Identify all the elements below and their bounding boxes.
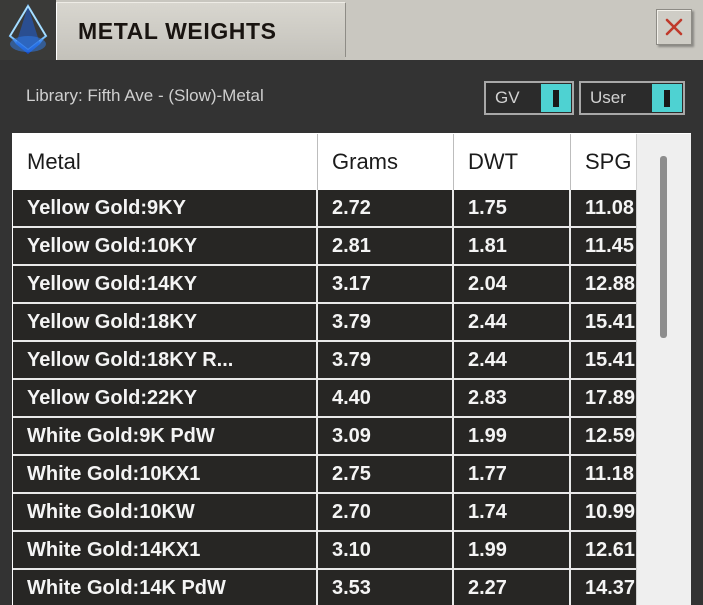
toggle-gv-knob-icon[interactable] <box>541 84 571 112</box>
cell-grams: 2.72 <box>318 190 454 226</box>
column-header-grams[interactable]: Grams <box>318 134 454 190</box>
table-row[interactable]: Yellow Gold:14KY 3.17 2.04 12.88 <box>13 266 691 304</box>
column-header-dwt[interactable]: DWT <box>454 134 571 190</box>
column-header-metal[interactable]: Metal <box>13 134 318 190</box>
cell-metal: Yellow Gold:18KY R... <box>13 342 318 378</box>
cell-dwt: 2.44 <box>454 304 571 340</box>
close-icon <box>663 16 685 38</box>
cell-grams: 3.10 <box>318 532 454 568</box>
cell-dwt: 2.27 <box>454 570 571 605</box>
table-body: Yellow Gold:9KY 2.72 1.75 11.08 Yellow Gold:… <box>13 190 691 605</box>
cell-metal: Yellow Gold:22KY <box>13 380 318 416</box>
toggle-gv-label: GV <box>495 88 520 107</box>
cell-dwt: 1.75 <box>454 190 571 226</box>
cell-metal: White Gold:14KX1 <box>13 532 318 568</box>
toggle-gv[interactable]: GV <box>484 81 574 115</box>
table-row[interactable]: White Gold:14K PdW 3.53 2.27 14.37 <box>13 570 691 605</box>
table-row[interactable]: Yellow Gold:18KY R... 3.79 2.44 15.41 <box>13 342 691 380</box>
toggle-user-label: User <box>590 88 626 107</box>
cell-grams: 4.40 <box>318 380 454 416</box>
table-row[interactable]: Yellow Gold:22KY 4.40 2.83 17.89 <box>13 380 691 418</box>
table-header-row: Metal Grams DWT SPG <box>13 134 691 190</box>
gem-jewelry-icon <box>0 0 56 60</box>
cell-grams: 2.81 <box>318 228 454 264</box>
tab-metal-weights[interactable]: METAL WEIGHTS <box>56 2 345 60</box>
title-bar: METAL WEIGHTS <box>0 0 703 60</box>
cell-dwt: 1.74 <box>454 494 571 530</box>
vertical-scrollbar[interactable] <box>636 134 691 605</box>
cell-metal: Yellow Gold:9KY <box>13 190 318 226</box>
cell-metal: White Gold:10KX1 <box>13 456 318 492</box>
cell-grams: 2.75 <box>318 456 454 492</box>
library-label: Library: Fifth Ave - (Slow)-Metal <box>26 86 264 105</box>
table-row[interactable]: White Gold:9K PdW 3.09 1.99 12.59 <box>13 418 691 456</box>
cell-dwt: 2.04 <box>454 266 571 302</box>
cell-metal: White Gold:14K PdW <box>13 570 318 605</box>
cell-grams: 2.70 <box>318 494 454 530</box>
metal-weights-table: Metal Grams DWT SPG Yellow Gold:9KY 2.72 1… <box>12 133 691 605</box>
toggle-user[interactable]: User <box>579 81 685 115</box>
cell-metal: White Gold:10KW <box>13 494 318 530</box>
cell-grams: 3.79 <box>318 342 454 378</box>
cell-grams: 3.79 <box>318 304 454 340</box>
cell-dwt: 2.44 <box>454 342 571 378</box>
table-row[interactable]: White Gold:10KW 2.70 1.74 10.99 <box>13 494 691 532</box>
table-row[interactable]: White Gold:10KX1 2.75 1.77 11.18 <box>13 456 691 494</box>
cell-grams: 3.53 <box>318 570 454 605</box>
cell-dwt: 1.77 <box>454 456 571 492</box>
close-button[interactable] <box>656 9 692 45</box>
toggle-user-knob-icon[interactable] <box>652 84 682 112</box>
table-row[interactable]: Yellow Gold:10KY 2.81 1.81 11.45 <box>13 228 691 266</box>
cell-metal: Yellow Gold:14KY <box>13 266 318 302</box>
cell-dwt: 1.99 <box>454 532 571 568</box>
table-row[interactable]: Yellow Gold:18KY 3.79 2.44 15.41 <box>13 304 691 342</box>
cell-metal: Yellow Gold:10KY <box>13 228 318 264</box>
table-row[interactable]: White Gold:14KX1 3.10 1.99 12.61 <box>13 532 691 570</box>
cell-grams: 3.09 <box>318 418 454 454</box>
vertical-scrollbar-thumb[interactable] <box>660 156 667 338</box>
cell-dwt: 1.99 <box>454 418 571 454</box>
cell-grams: 3.17 <box>318 266 454 302</box>
cell-dwt: 1.81 <box>454 228 571 264</box>
tab-divider <box>345 3 346 57</box>
cell-dwt: 2.83 <box>454 380 571 416</box>
cell-metal: Yellow Gold:18KY <box>13 304 318 340</box>
tab-title: METAL WEIGHTS <box>78 18 277 44</box>
cell-metal: White Gold:9K PdW <box>13 418 318 454</box>
table-row[interactable]: Yellow Gold:9KY 2.72 1.75 11.08 <box>13 190 691 228</box>
tab-strip-empty <box>346 0 703 60</box>
